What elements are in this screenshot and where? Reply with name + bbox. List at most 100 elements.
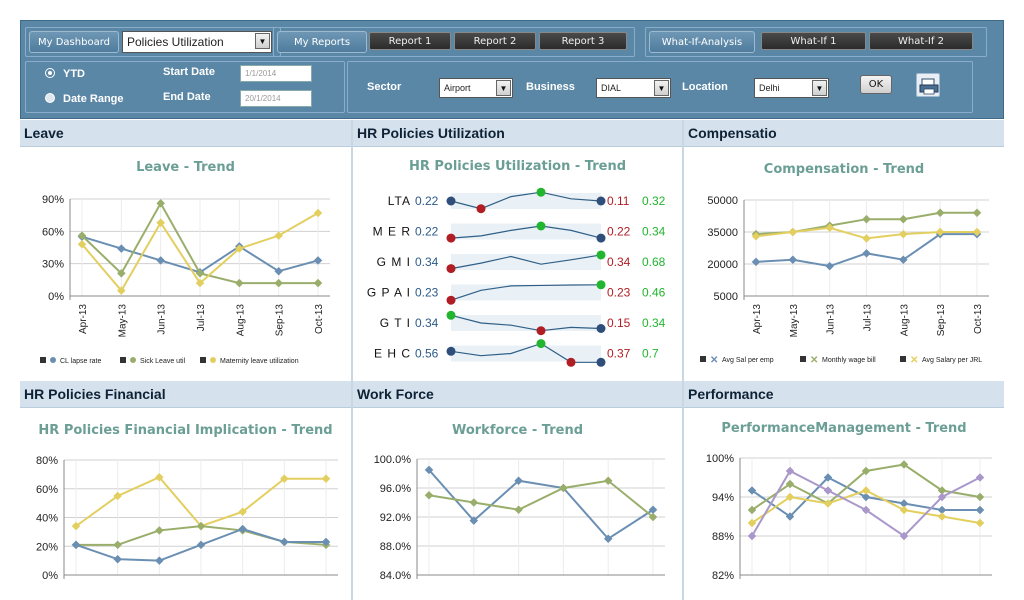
x-tick-label: Jun-13 <box>157 304 168 335</box>
series-point-0 <box>751 257 761 267</box>
panel-performance: Performance PerformanceManagement - Tren… <box>684 381 1004 600</box>
header-toolbar: My Dashboard Policies Utilization ▼ My R… <box>20 20 1004 119</box>
y-tick-label: 92.0% <box>380 512 411 524</box>
series-point-1 <box>196 521 206 531</box>
legend-label: Maternity leave utilization <box>220 358 299 365</box>
my-dashboard-button[interactable]: My Dashboard <box>29 31 119 53</box>
start-date-field[interactable]: 1/1/2014 <box>240 65 312 82</box>
location-select[interactable]: Delhi ▼ <box>754 78 829 98</box>
legend-marker <box>50 357 56 363</box>
x-tick-label: Aug-13 <box>235 304 246 337</box>
panel-leave: Leave Leave - Trend 90% 60% 30% 0% Apr-13 May… <box>20 120 351 380</box>
ok-button[interactable]: OK <box>860 75 892 94</box>
date-filter-group <box>25 61 345 113</box>
series-point-1 <box>972 208 982 218</box>
series-point-1 <box>156 198 166 208</box>
series-point-2 <box>313 208 323 218</box>
panel-title: HR Policies Utilization <box>353 120 682 147</box>
sparkline-end-point <box>596 233 606 243</box>
row-max-value: 0.32 <box>642 194 666 208</box>
x-tick-label: Apr-13 <box>78 304 89 334</box>
chevron-down-icon[interactable]: ▼ <box>654 80 669 96</box>
series-point-3 <box>747 531 757 541</box>
sparkline <box>450 342 601 363</box>
sector-select[interactable]: Airport ▼ <box>439 78 513 98</box>
series-point-0 <box>823 473 833 482</box>
divider-vertical-1 <box>351 120 353 600</box>
end-date-field[interactable]: 20/1/2014 <box>240 90 312 107</box>
series-point-0 <box>274 266 284 276</box>
series-point-0 <box>747 486 757 495</box>
chevron-down-icon[interactable]: ▼ <box>255 33 270 49</box>
what-if-analysis-button[interactable]: What-If-Analysis <box>649 31 755 53</box>
chevron-down-icon[interactable]: ▼ <box>496 80 511 96</box>
x-tick-label: Jul-13 <box>863 304 874 332</box>
row-label: E H C <box>374 347 411 361</box>
series-point-1 <box>603 476 613 486</box>
chart-subtitle: PerformanceManagement - Trend <box>721 421 967 436</box>
series-point-2 <box>785 492 795 502</box>
y-tick-label: 60% <box>36 484 58 496</box>
sparkline-band <box>451 345 601 362</box>
legend-marker: ✕ <box>810 355 818 366</box>
date-range-radio[interactable] <box>45 93 55 103</box>
start-date-label: Start Date <box>163 66 215 78</box>
chart-subtitle: Compensation - Trend <box>763 162 925 177</box>
row-first-value: 0.22 <box>415 225 439 239</box>
what-if-2-button[interactable]: What-If 2 <box>869 32 973 50</box>
series-point-0 <box>603 534 613 544</box>
what-if-group <box>645 27 987 57</box>
legend-swatch <box>200 357 206 363</box>
series-point-2 <box>274 231 284 240</box>
series-point-2 <box>113 554 123 564</box>
sparkline-end-point <box>596 324 606 333</box>
legend-label: Avg Sal per emp <box>722 357 774 364</box>
y-tick-label: 100.0% <box>374 454 412 466</box>
series-point-2 <box>238 524 248 534</box>
series-point-2 <box>71 540 81 550</box>
series-point-1 <box>559 483 568 493</box>
series-point-2 <box>899 505 909 515</box>
x-tick-label: May-13 <box>789 304 800 338</box>
what-if-1-button[interactable]: What-If 1 <box>761 32 866 50</box>
sparkline <box>450 314 602 332</box>
y-tick-label: 50000 <box>707 195 738 207</box>
y-tick-label: 40% <box>36 513 58 525</box>
report-3-button[interactable]: Report 3 <box>539 32 627 50</box>
series-point-2 <box>321 537 331 547</box>
print-icon[interactable] <box>916 73 940 97</box>
chart-leave: 90% 60% 30% 0% Apr-13 May-13 Jun-13 Jul-13 Aug-1… <box>40 194 330 365</box>
row-label: G M I <box>377 255 411 269</box>
series-point-2 <box>861 486 871 495</box>
location-select-value: Delhi <box>759 83 780 93</box>
series-point-0 <box>113 491 123 501</box>
location-label: Location <box>682 81 728 93</box>
my-reports-button[interactable]: My Reports <box>277 31 367 53</box>
report-2-button[interactable]: Report 2 <box>454 32 536 50</box>
series-point-1 <box>862 214 871 224</box>
sparkline-min-point <box>476 204 486 214</box>
business-select[interactable]: DIAL ▼ <box>596 78 671 98</box>
ytd-radio[interactable] <box>45 68 55 78</box>
series-point-2 <box>195 278 205 288</box>
x-tick-label: Aug-13 <box>899 304 910 337</box>
series-point-2 <box>898 229 908 239</box>
row-max-value: 0.46 <box>642 286 666 300</box>
dashboard-select[interactable]: Policies Utilization ▼ <box>122 31 272 53</box>
series-point-3 <box>861 505 871 515</box>
row-min-value: 0.34 <box>607 255 631 269</box>
legend-label: Monthly wage bill <box>822 357 876 364</box>
chart-work-force: 100.0% 96.0% 92.0% 88.0% 84.0% <box>374 454 665 582</box>
series-point-0 <box>788 255 798 265</box>
chevron-down-icon[interactable]: ▼ <box>812 80 827 96</box>
series-point-2 <box>77 239 87 249</box>
series-point-1 <box>113 540 123 550</box>
series-point-2 <box>972 227 982 237</box>
sparkline-max-point <box>536 187 546 197</box>
report-1-button[interactable]: Report 1 <box>369 32 451 50</box>
y-tick-label: 0% <box>42 570 58 582</box>
y-tick-label: 5000 <box>714 291 738 303</box>
row-label: M E R <box>373 225 411 239</box>
series-point-2 <box>234 244 244 253</box>
series-point-1 <box>234 278 244 288</box>
